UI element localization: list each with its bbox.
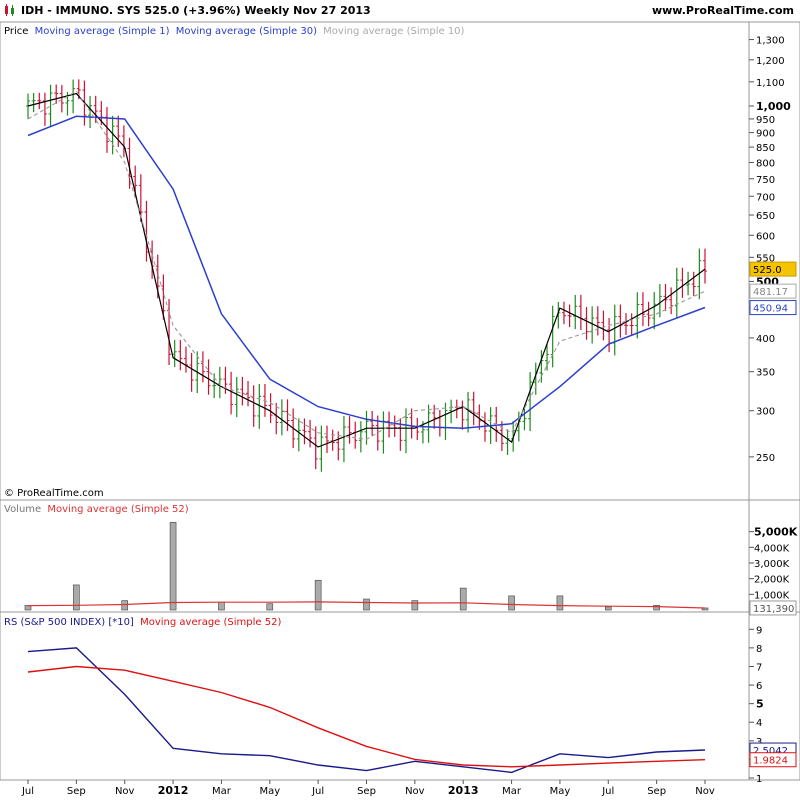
rs-legend: RS (S&P 500 INDEX) [*10] Moving average … — [4, 617, 281, 628]
x-tick-label: Sep — [67, 786, 86, 797]
rs-ma-badge-box — [749, 752, 797, 768]
volume-legend-item: Volume — [4, 504, 41, 515]
price-legend: Price Moving average (Simple 1) Moving a… — [4, 26, 465, 37]
x-tick-label: Jul — [21, 786, 34, 797]
x-tick-label: Sep — [357, 786, 376, 797]
price-tick-label: 1,200 — [756, 56, 785, 67]
rs-tick-label: 9 — [756, 625, 762, 636]
ma10-badge: 481.17 — [753, 287, 788, 298]
volume-tick-label: 5,000K — [754, 526, 798, 539]
price-tick-label: 550 — [756, 253, 775, 264]
rs-tick-label: 7 — [756, 662, 762, 673]
volume-tick-label: 3,000K — [754, 559, 790, 570]
x-tick-label: Jul — [311, 786, 324, 797]
volume-bar — [508, 595, 515, 611]
rs-tick-label: 4 — [756, 718, 762, 729]
rs-tick-label: 1 — [756, 774, 762, 785]
price-legend-item: Moving average (Simple 30) — [176, 26, 317, 37]
volume-tick-label: 4,000K — [754, 543, 790, 554]
volume-bar — [604, 606, 612, 611]
ma10-badge-box — [749, 283, 797, 299]
price-tick-label: 400 — [756, 334, 775, 345]
chart-header: IDH - IMMUNO. SYS 525.0 (+3.96%) Weekly … — [0, 0, 800, 22]
volume-ma-line — [27, 601, 706, 609]
price-tick-label: 1,100 — [756, 78, 785, 89]
x-tick-label: 2013 — [448, 784, 479, 797]
price-tick-label: 1,300 — [756, 36, 785, 47]
volume-bar — [411, 600, 419, 611]
price-tick-label: 300 — [756, 407, 775, 418]
volume-tick-label: 2,000K — [754, 575, 790, 586]
x-tick-label: Nov — [115, 786, 135, 797]
volume-bar — [653, 604, 660, 611]
x-tick-label: Sep — [647, 786, 666, 797]
rs-ma-badge: 1.9824 — [753, 756, 788, 767]
price-tick-label: 800 — [756, 158, 775, 169]
price-tick-label: 900 — [756, 129, 775, 140]
volume-bar — [363, 598, 370, 611]
last-price-badge: 525.0 — [753, 265, 782, 276]
ma30-line — [27, 115, 706, 429]
volume-panel — [0, 499, 750, 613]
x-tick-label: Mar — [212, 786, 232, 797]
rs-tick-label: 3 — [756, 737, 762, 748]
volume-legend: Volume Moving average (Simple 52) — [4, 504, 189, 515]
volume-bar — [556, 595, 564, 611]
price-tick-label: 750 — [756, 175, 775, 186]
x-tick-label: Nov — [405, 786, 425, 797]
rs-legend-item: RS (S&P 500 INDEX) [*10] — [4, 617, 134, 628]
rs-tick-label: 5 — [756, 698, 764, 711]
price-tick-label: 250 — [756, 453, 775, 464]
price-legend-item: Price — [4, 26, 28, 37]
price-tick-label: 700 — [756, 192, 775, 203]
x-tick-label: May — [259, 786, 280, 797]
rs-line — [27, 647, 706, 774]
rs-badge: 2.5042 — [753, 746, 788, 757]
x-tick-label: 2012 — [158, 784, 189, 797]
volume-badge-box — [749, 600, 797, 616]
volume-bar — [314, 579, 322, 611]
rs-legend-item: Moving average (Simple 52) — [140, 617, 281, 628]
rs-tick-label: 8 — [756, 644, 762, 655]
volume-axis — [748, 499, 800, 613]
candlestick-icon — [5, 4, 14, 16]
volume-bar — [169, 521, 177, 611]
rs-tick-label: 6 — [756, 681, 762, 692]
volume-legend-item: Moving average (Simple 52) — [47, 504, 188, 515]
volume-bar — [73, 584, 80, 611]
ma30-badge: 450.94 — [753, 304, 788, 315]
price-legend-item: Moving average (Simple 10) — [323, 26, 464, 37]
copyright-text: © ProRealTime.com — [4, 488, 104, 499]
volume-bar — [121, 600, 129, 611]
price-tick-label: 350 — [756, 368, 775, 379]
volume-badge: 131,390 — [753, 604, 794, 615]
ma30-badge-box — [749, 300, 797, 316]
price-legend-item: Moving average (Simple 1) — [35, 26, 170, 37]
volume-bar — [266, 603, 274, 611]
x-tick-label: May — [550, 786, 571, 797]
price-tick-label: 950 — [756, 115, 775, 126]
price-tick-label: 600 — [756, 231, 775, 242]
rs-ma-line — [27, 665, 706, 768]
volume-tick-label: 1,000K — [754, 590, 790, 601]
chart-title: IDH - IMMUNO. SYS 525.0 (+3.96%) Weekly … — [21, 4, 371, 17]
volume-bar — [459, 587, 467, 611]
ma10-line — [27, 90, 706, 440]
price-tick-label: 1,000 — [756, 100, 791, 113]
last-price-badge-box — [749, 261, 797, 277]
site-link[interactable]: www.ProRealTime.com — [651, 4, 794, 17]
x-tick-label: Mar — [502, 786, 522, 797]
x-tick-label: Jul — [601, 786, 614, 797]
price-tick-label: 850 — [756, 143, 775, 154]
volume-bar — [218, 601, 225, 611]
x-tick-label: Nov — [695, 786, 715, 797]
rs-panel — [0, 611, 750, 781]
price-tick-label: 650 — [756, 211, 775, 222]
